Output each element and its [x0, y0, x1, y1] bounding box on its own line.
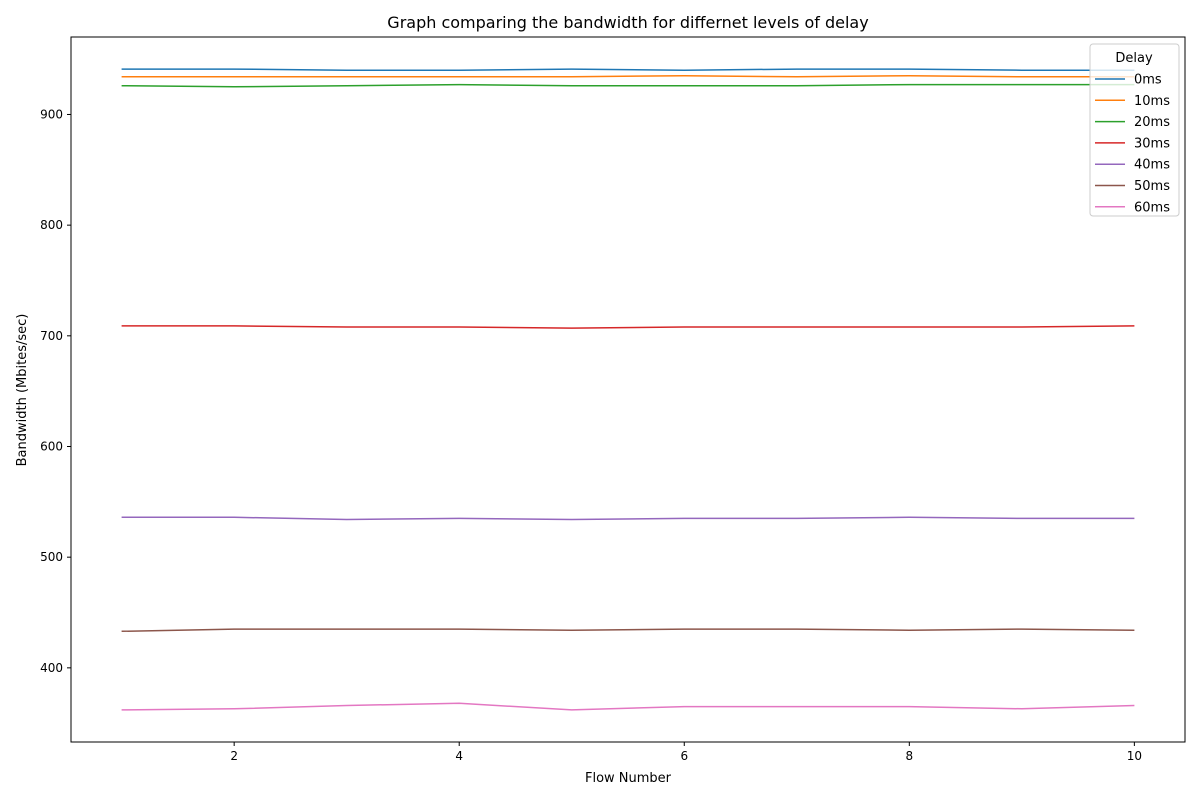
y-tick-label: 700: [40, 329, 63, 343]
legend-label: 60ms: [1134, 200, 1170, 215]
x-tick-label: 6: [680, 749, 688, 763]
x-tick-label: 2: [230, 749, 238, 763]
legend-label: 40ms: [1134, 158, 1170, 173]
x-tick-label: 8: [905, 749, 913, 763]
legend-label: 10ms: [1134, 94, 1170, 109]
x-tick-label: 4: [455, 749, 463, 763]
series-line-20ms: [121, 83, 1135, 88]
y-tick-label: 400: [40, 661, 63, 675]
series-line-0ms: [121, 68, 1135, 71]
plot-area: [70, 36, 1186, 743]
series-line-30ms: [121, 325, 1135, 329]
series-lines: [121, 68, 1135, 711]
y-tick-label: 600: [40, 439, 63, 453]
chart-title: Graph comparing the bandwidth for differ…: [387, 13, 868, 32]
series-line-10ms: [121, 74, 1135, 78]
legend: Delay 0ms 10ms 20ms 30ms 40ms 50ms 60ms: [1089, 43, 1180, 217]
y-tick-label: 500: [40, 550, 63, 564]
legend-label: 0ms: [1134, 73, 1162, 88]
series-line-50ms: [121, 628, 1135, 633]
series-line-60ms: [121, 702, 1135, 711]
legend-box: [1089, 43, 1180, 217]
x-axis: 2 4 6 8 10: [230, 742, 1142, 763]
y-axis: 400 500 600 700 800 900: [40, 107, 71, 675]
legend-items: 0ms 10ms 20ms 30ms 40ms 50ms 60ms: [1095, 73, 1170, 215]
plot-frame: [70, 36, 1186, 743]
y-tick-label: 900: [40, 107, 63, 121]
series-line-40ms: [121, 516, 1135, 521]
legend-label: 50ms: [1134, 179, 1170, 194]
legend-label: 30ms: [1134, 136, 1170, 151]
y-axis-label: Bandwidth (Mbites/sec): [15, 314, 30, 467]
y-tick-label: 800: [40, 218, 63, 232]
x-axis-label: Flow Number: [585, 771, 672, 786]
legend-title: Delay: [1115, 51, 1153, 66]
legend-label: 20ms: [1134, 115, 1170, 130]
x-tick-label: 10: [1127, 749, 1142, 763]
